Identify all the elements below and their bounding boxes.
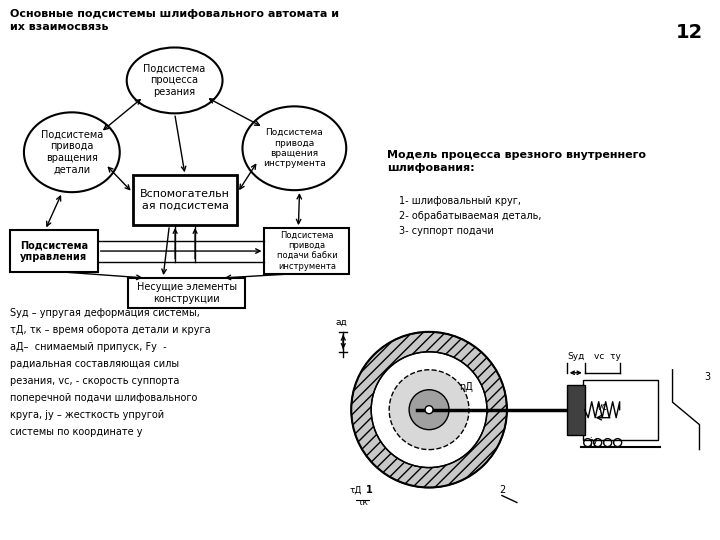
- Ellipse shape: [24, 112, 120, 192]
- Text: Модель процесса врезного внутреннего
шлифования:: Модель процесса врезного внутреннего шли…: [387, 150, 646, 173]
- Circle shape: [409, 390, 449, 430]
- Wedge shape: [351, 332, 507, 488]
- Text: радиальная составляющая силы: радиальная составляющая силы: [10, 359, 179, 369]
- Text: Подсистема
управления: Подсистема управления: [20, 240, 88, 262]
- Text: τД, τк – время оборота детали и круга: τД, τк – время оборота детали и круга: [10, 325, 211, 335]
- Text: Sуд – упругая деформация системы,: Sуд – упругая деформация системы,: [10, 308, 200, 318]
- Text: 12: 12: [676, 23, 703, 42]
- Text: τД: τД: [350, 485, 362, 495]
- Bar: [582, 380, 657, 440]
- Text: 1: 1: [366, 484, 372, 495]
- Text: nД: nД: [459, 382, 473, 392]
- Text: системы по координате у: системы по координате у: [10, 427, 143, 437]
- Bar: [567, 385, 585, 435]
- Text: Подсистема
привода
вращения
инструмента: Подсистема привода вращения инструмента: [263, 128, 325, 168]
- Text: 2- обрабатываемая деталь,: 2- обрабатываемая деталь,: [399, 211, 541, 221]
- Text: 2: 2: [499, 484, 505, 495]
- Text: nк: nк: [434, 397, 446, 407]
- Text: Вспомогательн
ая подсистема: Вспомогательн ая подсистема: [140, 190, 230, 211]
- Text: Подсистема
привода
подачи бабки
инструмента: Подсистема привода подачи бабки инструме…: [276, 231, 337, 271]
- Ellipse shape: [127, 48, 222, 113]
- Text: аД–  снимаемый припуск, Fу  -: аД– снимаемый припуск, Fу -: [10, 342, 166, 352]
- Circle shape: [425, 406, 433, 414]
- Text: vс  τу: vс τу: [594, 352, 621, 361]
- Circle shape: [389, 370, 469, 450]
- Text: 1- шлифовальный круг,: 1- шлифовальный круг,: [399, 196, 521, 206]
- Text: круга, jу – жесткость упругой: круга, jу – жесткость упругой: [10, 410, 164, 420]
- Text: Подсистема
процесса
резания: Подсистема процесса резания: [143, 64, 206, 97]
- Text: Несущие элементы
конструкции: Несущие элементы конструкции: [137, 282, 237, 304]
- Bar: [127, 278, 246, 308]
- Text: jу: jу: [590, 437, 598, 447]
- Text: Основные подсистемы шлифовального автомата и
их взаимосвязь: Основные подсистемы шлифовального автома…: [10, 9, 339, 32]
- Text: vс: vс: [597, 402, 608, 411]
- Bar: [132, 175, 238, 225]
- Text: поперечной подачи шлифовального: поперечной подачи шлифовального: [10, 393, 197, 403]
- Text: Sуд: Sуд: [567, 352, 585, 361]
- Text: резания, vс, - скорость суппорта: резания, vс, - скорость суппорта: [10, 376, 179, 386]
- Text: Подсистема
привода
вращения
детали: Подсистема привода вращения детали: [41, 130, 103, 174]
- Text: 3- суппорт подачи: 3- суппорт подачи: [399, 226, 494, 236]
- Text: aд: aд: [336, 318, 347, 327]
- Ellipse shape: [243, 106, 346, 190]
- Bar: [264, 228, 349, 274]
- Bar: [10, 230, 98, 272]
- Text: τк: τк: [358, 498, 369, 508]
- Text: 3: 3: [704, 372, 711, 382]
